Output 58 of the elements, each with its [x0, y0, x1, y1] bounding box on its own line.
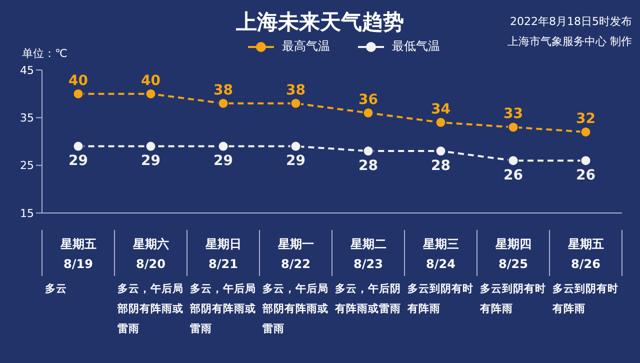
y-tick-label: 35 — [20, 112, 34, 125]
point — [580, 155, 592, 166]
text: 多云，午后阴有阵雨或雷雨 — [334, 282, 401, 315]
data-label: 32 — [576, 110, 596, 127]
data-label: 29 — [214, 153, 233, 170]
point — [580, 126, 592, 138]
text: 2022年8月18日5时发布 — [510, 14, 632, 29]
text: 多云，午后局部阴有阵雨或雷雨 — [262, 282, 328, 335]
x-tick-label: 星期三 8/24 — [422, 237, 459, 271]
point — [508, 122, 519, 133]
text: 上海市气象服务中心 制作 — [508, 34, 632, 49]
data-label: 26 — [504, 168, 523, 184]
data-label: 38 — [286, 82, 306, 98]
x-tick-label: 星期五 8/26 — [566, 237, 604, 271]
point — [145, 88, 156, 100]
data-label: 40 — [141, 72, 161, 89]
text: 多云，午后局部阴有阵雨或雷雨 — [116, 282, 184, 335]
x-tick-label: 星期一 8/22 — [276, 237, 314, 271]
point — [145, 140, 156, 152]
y-axis-title: 单位：℃ — [22, 46, 68, 61]
x-tick-label: 星期五 8/19 — [59, 237, 96, 271]
point — [435, 146, 446, 157]
text: 多云，午后局部阴有阵雨或雷雨 — [189, 282, 256, 335]
point — [218, 98, 229, 109]
data-label: 28 — [358, 158, 378, 174]
x-tick-label: 星期二 8/23 — [349, 237, 386, 271]
x-tick-label: 星期六 8/20 — [132, 237, 169, 271]
data-label: 40 — [68, 72, 88, 89]
point — [290, 98, 302, 109]
point — [508, 155, 519, 166]
data-label: 33 — [504, 106, 523, 122]
text: 多云 — [45, 282, 67, 295]
point — [218, 140, 229, 152]
point — [362, 107, 374, 118]
data-label: 29 — [68, 153, 88, 170]
y-tick-label: 45 — [20, 64, 34, 77]
text: 多云到阴有时有阵雨 — [552, 282, 618, 315]
x-tick-label: 星期四 8/25 — [494, 237, 532, 271]
data-label: 38 — [214, 82, 233, 98]
x-tick-label: 星期日 8/21 — [204, 237, 242, 271]
point — [290, 140, 302, 152]
y-tick-label: 25 — [20, 159, 34, 172]
data-label: 34 — [431, 101, 451, 118]
data-label: 28 — [431, 158, 450, 174]
data-label: 29 — [141, 153, 160, 170]
legend-label: 最高气温 — [282, 38, 330, 55]
text: 多云到阴有时有阵雨 — [479, 282, 546, 315]
data-label: 29 — [286, 153, 306, 170]
point — [362, 146, 374, 157]
chart-title: 上海未来天气趋势 — [236, 10, 404, 34]
text: 多云到阴有时有阵雨 — [406, 282, 474, 315]
data-label: 36 — [358, 92, 378, 108]
y-tick-label: 15 — [20, 206, 34, 220]
point — [435, 116, 446, 128]
point — [72, 140, 84, 152]
data-label: 26 — [576, 168, 596, 184]
legend-label: 最低气温 — [392, 38, 440, 55]
point — [72, 88, 84, 100]
